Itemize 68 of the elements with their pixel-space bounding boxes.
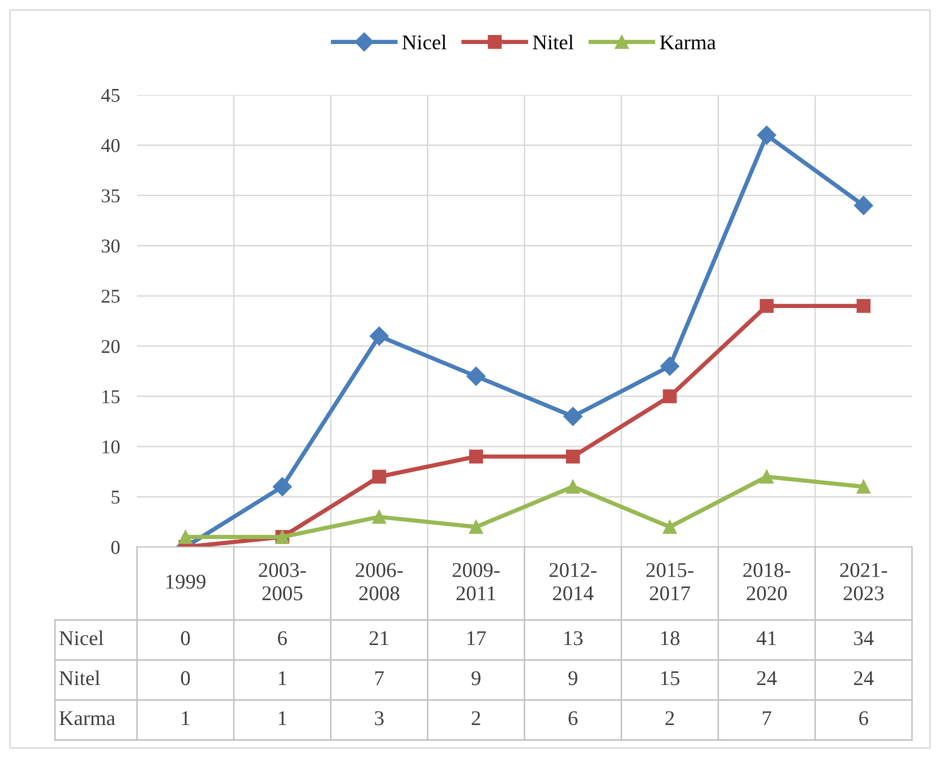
data-label: 2 xyxy=(472,711,480,726)
y-tick-label: 45 xyxy=(101,88,120,102)
point xyxy=(563,406,582,426)
data-label: 0 xyxy=(181,671,190,686)
point xyxy=(372,510,386,524)
point xyxy=(854,196,874,216)
point xyxy=(466,366,486,386)
x-tick-label: 2015- 2017 xyxy=(646,563,694,600)
data-label: 1 xyxy=(278,711,286,726)
y-tick-label: 5 xyxy=(112,490,120,504)
text: Nicel xyxy=(59,630,104,646)
data-label: 24 xyxy=(854,671,874,686)
data-label: 6 xyxy=(278,631,287,646)
text: Karma xyxy=(59,711,116,726)
point xyxy=(662,389,677,404)
y-tick-label: 10 xyxy=(102,440,120,454)
point xyxy=(856,480,871,494)
y-tick-label: 15 xyxy=(102,390,120,404)
y-tick-label: 0 xyxy=(111,540,120,554)
data-label: 9 xyxy=(472,671,480,686)
point xyxy=(370,326,389,346)
legend-label: Karma xyxy=(660,36,716,50)
point xyxy=(662,520,677,534)
x-tick-label: 2012- 2014 xyxy=(550,563,596,600)
point xyxy=(760,298,774,313)
data-label: 13 xyxy=(564,631,583,646)
point xyxy=(272,477,292,496)
y-tick-label: 25 xyxy=(102,290,120,303)
data-label: 6 xyxy=(859,711,868,726)
x-tick-label: 1999 xyxy=(166,574,206,589)
x-tick-label: 2018- 2020 xyxy=(743,563,790,600)
legend-label: Nitel xyxy=(532,34,574,50)
y-tick-label: 35 xyxy=(102,189,120,202)
data-label: 2 xyxy=(666,711,674,726)
x-tick-label: 2003- 2005 xyxy=(258,563,306,600)
data-label: 41 xyxy=(756,631,776,646)
x-tick-label: 2006- 2008 xyxy=(356,563,403,600)
text: Nitel xyxy=(59,670,100,686)
point xyxy=(757,126,776,145)
data-label: 34 xyxy=(854,631,874,646)
data-label: 6 xyxy=(568,711,578,726)
point xyxy=(760,470,774,484)
legend-label: Nicel xyxy=(402,34,446,50)
point xyxy=(566,450,580,464)
y-tick-label: 30 xyxy=(102,239,120,253)
point xyxy=(469,450,484,464)
x-tick-label: 2009- 2011 xyxy=(452,563,500,600)
data-label: 3 xyxy=(374,711,384,726)
x-tick-label: 2021- 2023 xyxy=(840,563,888,600)
data-label: 17 xyxy=(467,631,486,646)
point xyxy=(856,298,871,313)
point xyxy=(372,470,386,484)
data-label: 0 xyxy=(181,631,190,646)
point xyxy=(660,356,680,376)
y-tick-label: 40 xyxy=(101,139,120,152)
point xyxy=(469,520,484,534)
data-label: 1 xyxy=(278,671,286,686)
data-label: 1 xyxy=(182,711,190,726)
data-label: 24 xyxy=(757,671,777,686)
point xyxy=(178,530,192,544)
y-tick-label: 20 xyxy=(102,340,120,354)
data-label: 15 xyxy=(661,671,680,686)
point xyxy=(566,480,580,494)
data-label: 7 xyxy=(375,671,384,686)
data-label: 9 xyxy=(568,671,578,686)
data-label: 18 xyxy=(661,631,680,646)
data-label: 7 xyxy=(762,711,772,726)
data-label: 21 xyxy=(370,631,388,646)
